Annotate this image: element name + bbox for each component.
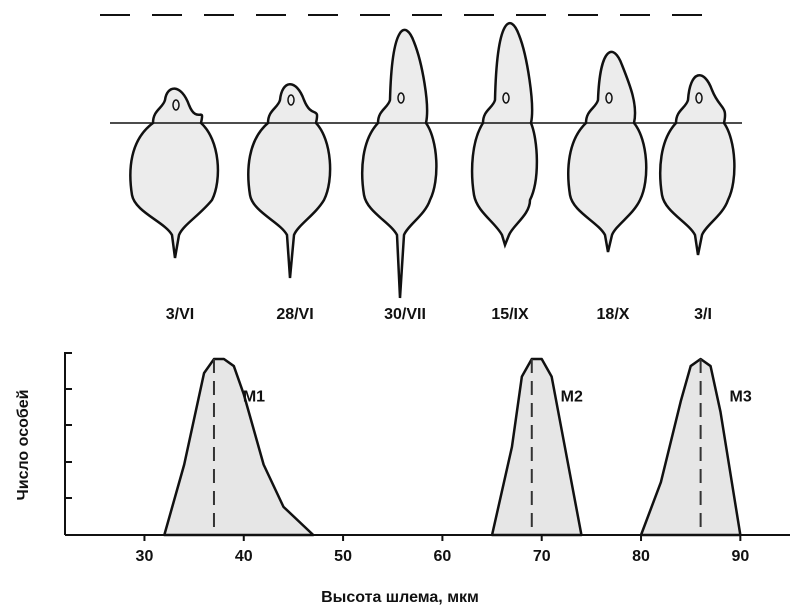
eye	[172, 99, 180, 111]
x-tick-label: 70	[533, 548, 551, 565]
date-label: 28/VI	[276, 306, 313, 323]
series-label: M1	[243, 388, 265, 405]
distribution-area	[490, 357, 583, 537]
daphnia	[361, 28, 438, 299]
x-tick-label: 80	[632, 548, 650, 565]
x-tick-label: 30	[136, 548, 154, 565]
eye	[695, 92, 703, 104]
daphnia-drawings	[129, 21, 736, 299]
x-tick-label: 60	[433, 548, 451, 565]
daphnia	[129, 87, 220, 259]
series-label: M2	[561, 388, 583, 405]
date-label: 3/VI	[166, 306, 194, 323]
daphnia	[567, 50, 648, 253]
x-tick-label: 90	[731, 548, 749, 565]
x-tick-label: 50	[334, 548, 352, 565]
date-label: 18/X	[597, 306, 630, 323]
distribution-area	[639, 357, 742, 537]
eye	[605, 92, 613, 104]
daphnia	[659, 74, 736, 256]
x-axis-label: Высота шлема, мкм	[321, 589, 479, 606]
eye	[397, 92, 405, 104]
eye	[502, 92, 510, 104]
daphnia	[470, 21, 539, 249]
y-axis-label: Число особей	[15, 390, 32, 501]
x-tick-label: 40	[235, 548, 253, 565]
series-label: M3	[729, 388, 751, 405]
y-axis-ticks	[65, 352, 72, 499]
distribution-area	[163, 357, 315, 537]
date-label: 3/I	[694, 306, 712, 323]
date-label: 15/IX	[491, 306, 529, 323]
daphnia	[247, 83, 332, 279]
date-label: 30/VII	[384, 306, 426, 323]
eye	[287, 94, 295, 106]
